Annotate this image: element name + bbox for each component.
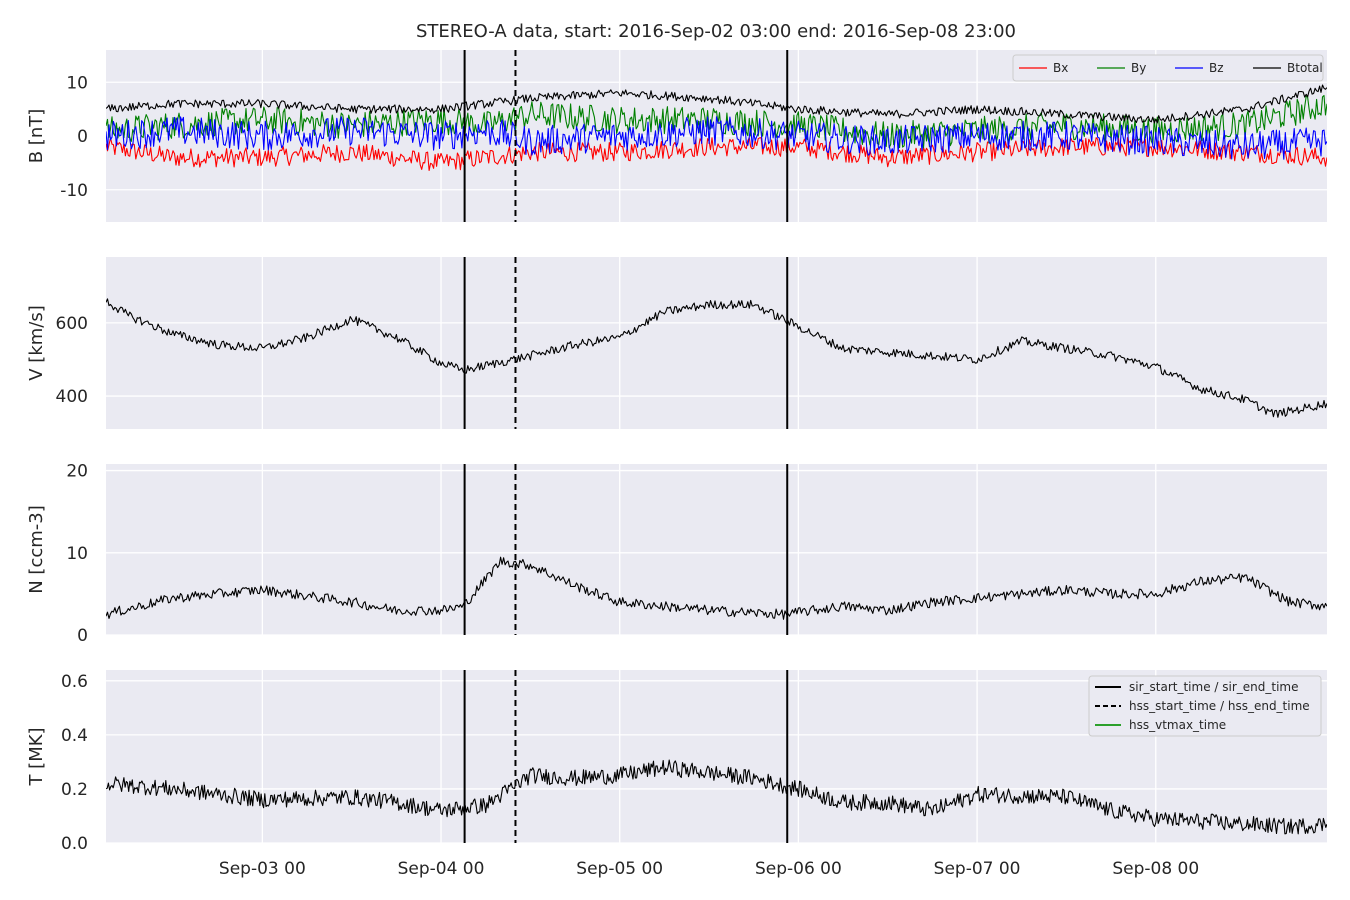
series-n-line xyxy=(106,556,1327,620)
panel-T-y-tick-label: 0.2 xyxy=(61,780,88,800)
t-legend: sir_start_time / sir_end_time hss_start_t… xyxy=(1088,675,1322,737)
series-bx-line xyxy=(106,137,1327,172)
series-by-line xyxy=(106,94,1327,149)
panel-V-series-group xyxy=(106,298,1327,418)
panel-V-background xyxy=(106,257,1327,429)
t-legend-label-2: hss_vtmax_time xyxy=(1129,718,1226,732)
b-legend-label-bx: Bx xyxy=(1053,61,1068,75)
series-bz-line xyxy=(106,116,1327,160)
series-btotal-line xyxy=(106,84,1327,124)
panel-B-y-tick-label: 0 xyxy=(77,127,88,147)
panel-V: 400 600 V [km/s] xyxy=(26,257,1327,429)
panel-B: -10 0 10 B [nT] Bx By Bz Btotal xyxy=(26,50,1327,222)
x-tick-label: Sep-07 00 xyxy=(934,859,1021,879)
b-legend: Bx By Bz Btotal xyxy=(1012,54,1324,82)
panel-N-background xyxy=(106,464,1327,635)
panel-T-y-tick-label: 0.4 xyxy=(61,726,88,746)
panels-group: -10 0 10 B [nT] Bx By Bz Btotal 400 600 V [km/s] 0 1… xyxy=(26,50,1327,854)
panel-V-y-tick-label: 600 xyxy=(56,314,88,334)
panel-N-y-tick-label: 0 xyxy=(77,626,88,646)
x-tick-label: Sep-04 00 xyxy=(398,859,485,879)
b-legend-frame xyxy=(1012,54,1324,82)
panel-V-y-tick-label: 400 xyxy=(56,387,88,407)
t-legend-label-1: hss_start_time / hss_end_time xyxy=(1129,699,1310,713)
b-legend-label-by: By xyxy=(1131,61,1146,75)
panel-T-y-tick-label: 0.6 xyxy=(61,672,88,692)
b-legend-label-btotal: Btotal xyxy=(1287,61,1323,75)
panel-T-y-tick-label: 0.0 xyxy=(61,834,88,854)
panel-N: 0 10 20 N [ccm-3] xyxy=(26,462,1327,646)
t-legend-frame xyxy=(1088,675,1322,737)
panel-B-y-label: B [nT] xyxy=(26,109,47,164)
x-tick-label: Sep-06 00 xyxy=(755,859,842,879)
t-legend-label-0: sir_start_time / sir_end_time xyxy=(1129,680,1299,694)
panel-B-series-group xyxy=(106,84,1327,172)
panel-N-y-tick-label: 20 xyxy=(66,462,88,482)
panel-T-series-group xyxy=(106,759,1327,835)
panel-B-y-tick-label: 10 xyxy=(66,73,88,93)
panel-N-y-label: N [ccm-3] xyxy=(26,505,47,594)
series-t-line xyxy=(106,759,1327,835)
figure-title: STEREO-A data, start: 2016-Sep-02 03:00 … xyxy=(416,21,1016,42)
x-tick-label: Sep-08 00 xyxy=(1112,859,1199,879)
panel-V-y-label: V [km/s] xyxy=(26,305,47,380)
panel-T-y-label: T [MK] xyxy=(26,727,47,786)
panel-T: 0.0 0.2 0.4 0.6 T [MK] sir_start_time / sir_e… xyxy=(26,670,1327,854)
x-tick-label: Sep-05 00 xyxy=(576,859,663,879)
panel-B-y-tick-label: -10 xyxy=(60,181,88,201)
x-tick-label: Sep-03 00 xyxy=(219,859,306,879)
panel-N-series-group xyxy=(106,556,1327,620)
series-v-line xyxy=(106,298,1327,418)
panel-N-y-tick-label: 10 xyxy=(66,544,88,564)
x-axis-ticks: Sep-03 00 Sep-04 00 Sep-05 00 Sep-06 00 Sep-… xyxy=(219,859,1199,879)
b-legend-label-bz: Bz xyxy=(1209,61,1224,75)
